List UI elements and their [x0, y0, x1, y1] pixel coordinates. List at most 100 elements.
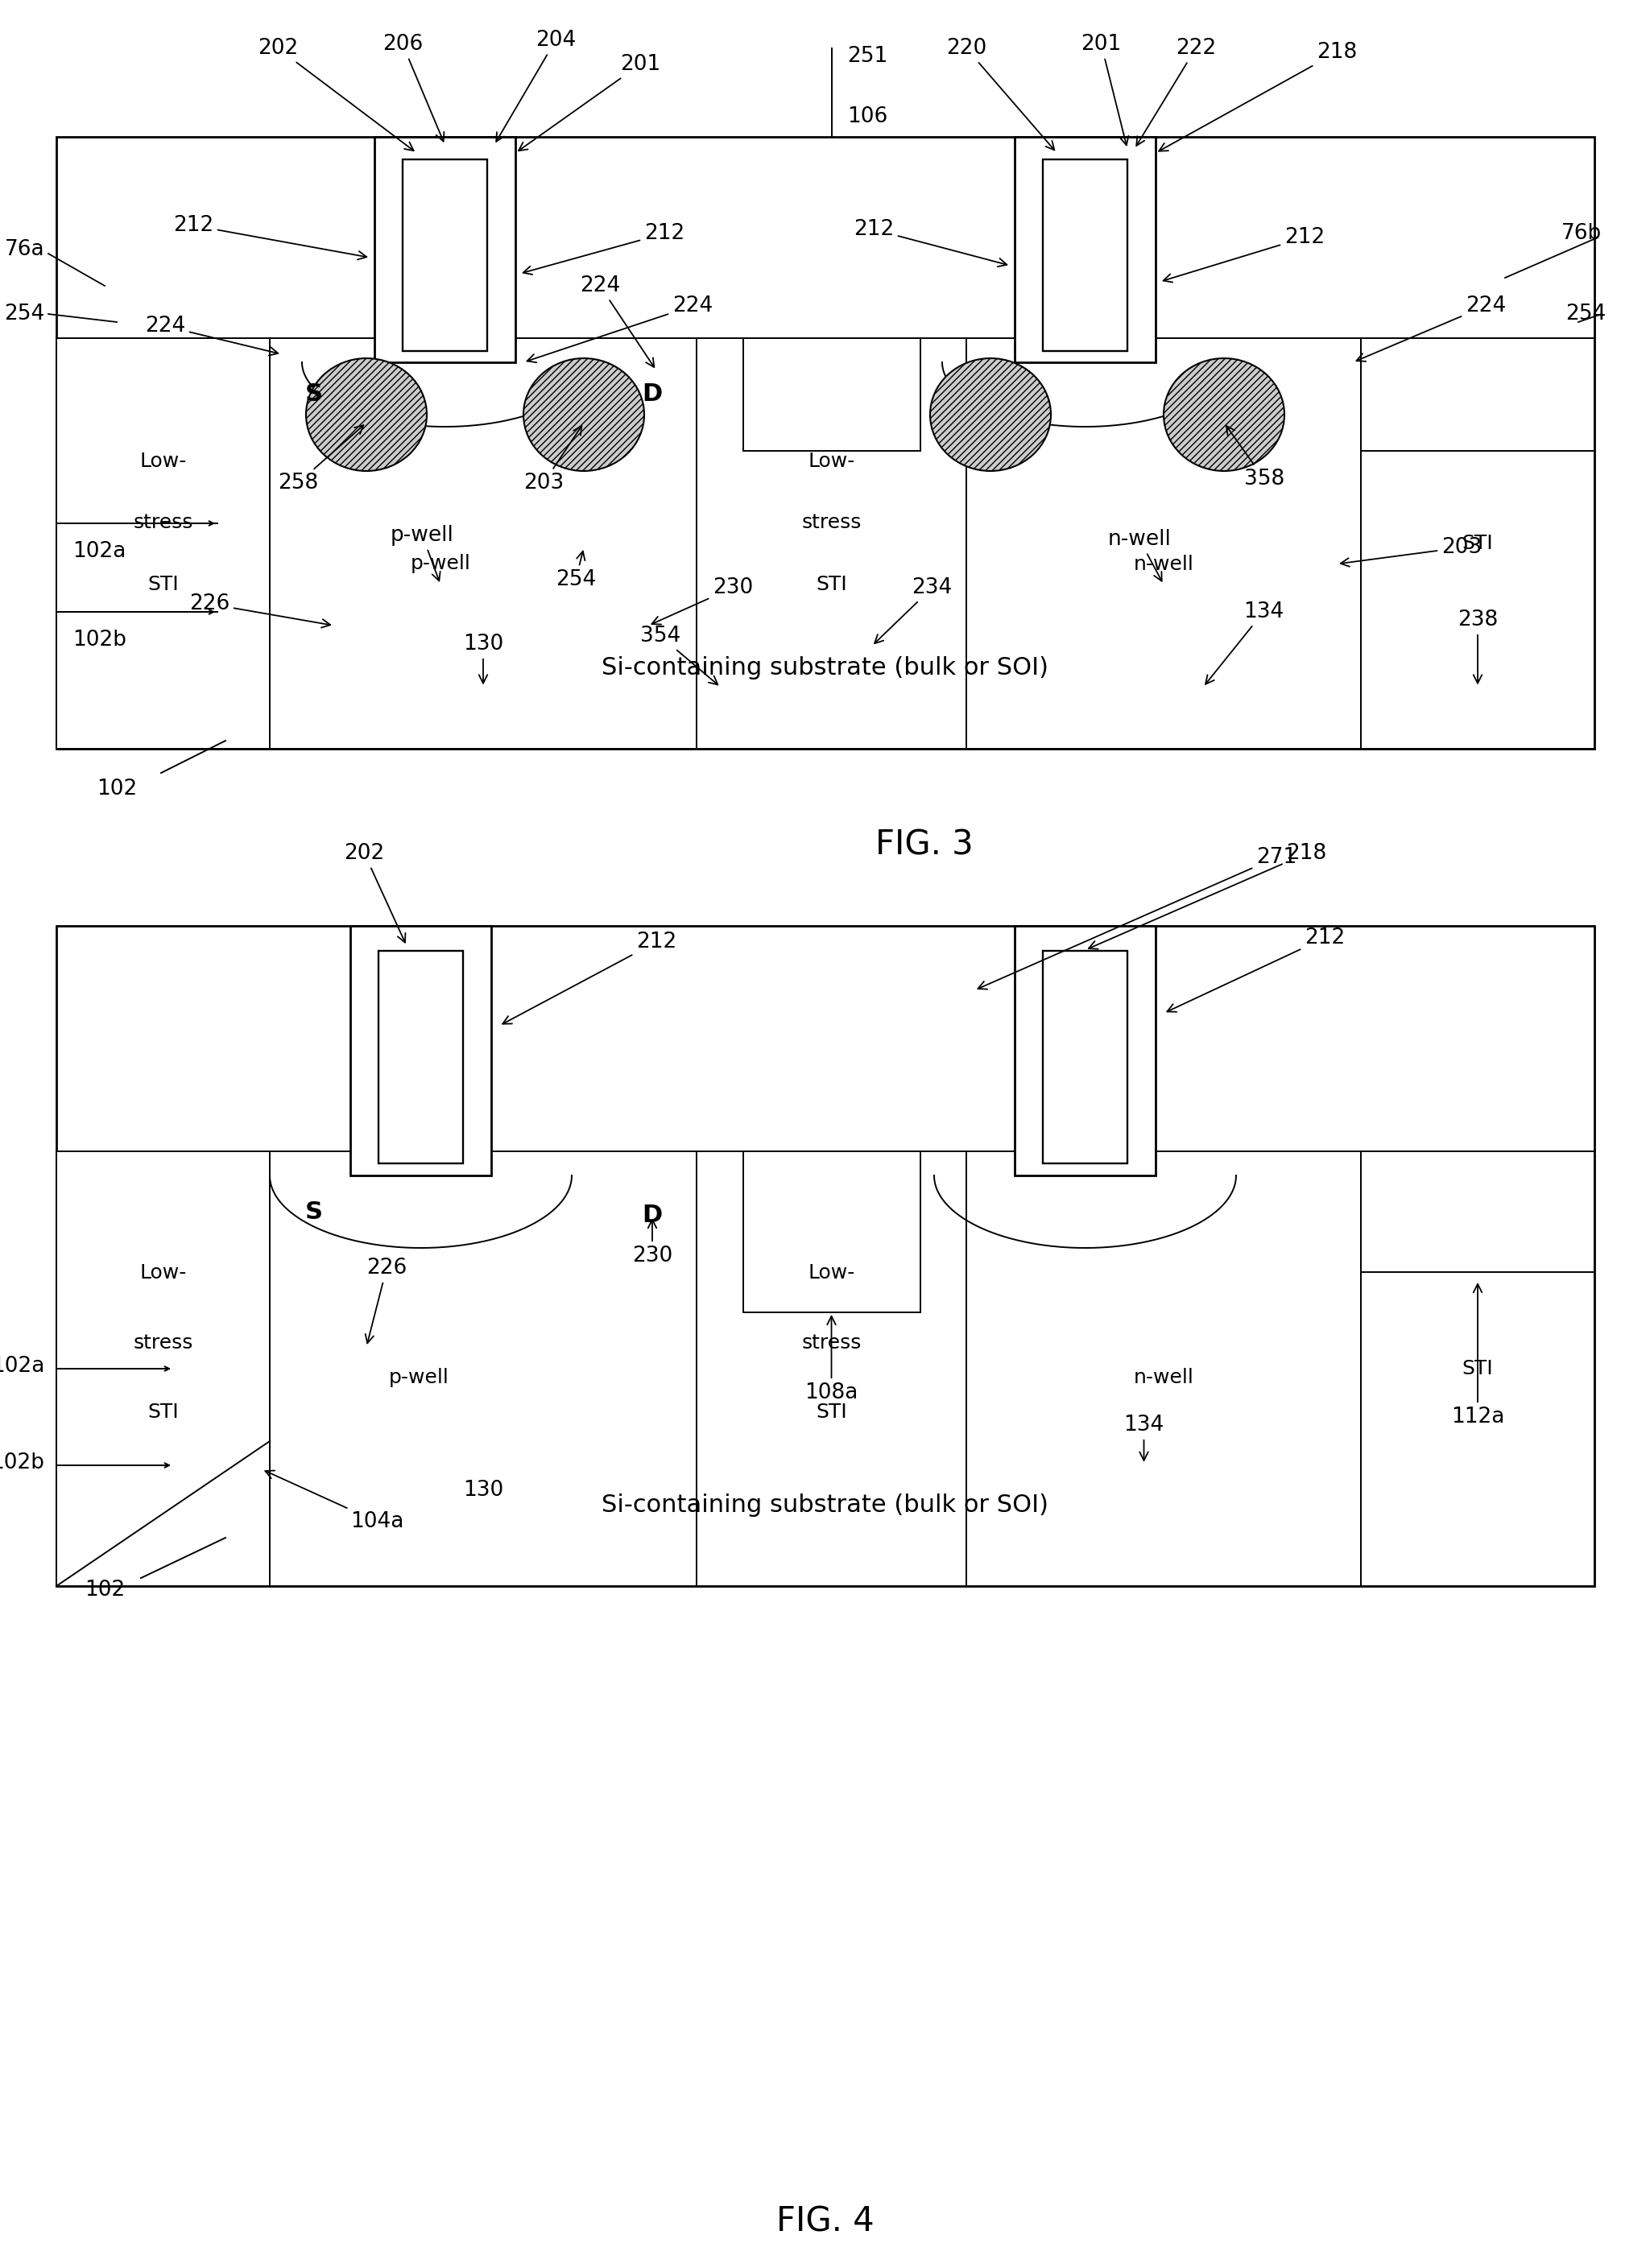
Text: 234: 234 [874, 578, 952, 644]
Text: stress: stress [802, 1334, 861, 1352]
Bar [269, 1152, 696, 1585]
Text: STI: STI [147, 1402, 178, 1422]
Text: 76b: 76b [1561, 222, 1602, 245]
Text: p-well: p-well [411, 553, 470, 574]
Ellipse shape [523, 358, 644, 472]
Bar [1361, 338, 1594, 748]
Text: n-well: n-well [1134, 553, 1193, 574]
Text: 102: 102 [97, 778, 137, 801]
Text: 201: 201 [1081, 34, 1129, 145]
Bar [1043, 159, 1127, 352]
Bar [967, 338, 1361, 748]
Text: 212: 212 [173, 215, 366, 259]
Text: 108a: 108a [805, 1315, 858, 1404]
Bar [269, 338, 696, 748]
Text: 76a: 76a [5, 238, 45, 261]
Text: 220: 220 [945, 39, 1054, 150]
Text: 203: 203 [1340, 538, 1482, 567]
Text: 112a: 112a [1450, 1284, 1505, 1427]
Text: 212: 212 [1163, 227, 1325, 281]
Text: D: D [642, 1204, 662, 1227]
Bar [742, 338, 921, 451]
Bar [1361, 1152, 1594, 1272]
Bar [56, 136, 1594, 748]
Text: 202: 202 [345, 844, 406, 943]
Text: 226: 226 [365, 1256, 408, 1343]
Text: 212: 212 [523, 222, 685, 274]
Text: FIG. 4: FIG. 4 [776, 2204, 874, 2239]
Text: 102: 102 [84, 1579, 125, 1601]
Text: Low-: Low- [808, 1263, 855, 1284]
Text: p-well: p-well [389, 1368, 449, 1388]
Text: 224: 224 [145, 315, 279, 356]
Bar [1015, 136, 1155, 363]
Text: Low-: Low- [140, 1263, 186, 1284]
Ellipse shape [1163, 358, 1284, 472]
Text: 206: 206 [383, 34, 444, 141]
Text: 224: 224 [579, 274, 653, 367]
Bar [696, 1152, 967, 1585]
Text: 258: 258 [277, 424, 363, 494]
Text: STI: STI [147, 574, 178, 594]
Bar [1015, 925, 1155, 1175]
Bar [742, 1152, 921, 1313]
Text: 230: 230 [632, 1220, 673, 1266]
Text: 130: 130 [464, 1481, 503, 1501]
Bar [56, 925, 1594, 1585]
Text: 224: 224 [1356, 295, 1506, 361]
Text: 224: 224 [526, 295, 713, 363]
Text: 134: 134 [1124, 1415, 1165, 1461]
Text: 238: 238 [1457, 610, 1498, 683]
Text: 104a: 104a [266, 1470, 404, 1533]
Text: Si-containing substrate (bulk or SOI): Si-containing substrate (bulk or SOI) [602, 1495, 1048, 1517]
Text: S: S [305, 1200, 323, 1222]
Text: 218: 218 [1158, 41, 1356, 152]
Text: Si-containing substrate (bulk or SOI): Si-containing substrate (bulk or SOI) [602, 655, 1048, 680]
Text: p-well: p-well [391, 524, 454, 581]
Bar [378, 950, 464, 1163]
Bar [375, 136, 515, 363]
Bar [1361, 1152, 1594, 1585]
Bar [56, 1152, 269, 1585]
Text: 251: 251 [848, 45, 888, 66]
Text: 226: 226 [190, 594, 330, 628]
Text: 254: 254 [556, 551, 596, 590]
Text: 102a: 102a [0, 1356, 45, 1377]
Text: 254: 254 [3, 304, 45, 324]
Text: stress: stress [134, 1334, 193, 1352]
Text: 102b: 102b [0, 1452, 45, 1474]
Bar [1361, 338, 1594, 451]
Bar [1043, 950, 1127, 1163]
Text: 358: 358 [1226, 426, 1284, 490]
Ellipse shape [305, 358, 427, 472]
Text: STI: STI [1462, 533, 1493, 553]
Text: 202: 202 [257, 39, 414, 150]
Text: 106: 106 [848, 107, 888, 127]
Text: 102b: 102b [73, 631, 127, 651]
Text: 130: 130 [464, 633, 503, 683]
Text: 230: 230 [652, 578, 752, 624]
Bar [967, 1152, 1361, 1585]
Text: Low-: Low- [808, 451, 855, 472]
Text: 218: 218 [1089, 844, 1327, 948]
Text: D: D [642, 383, 662, 406]
Text: stress: stress [134, 513, 193, 533]
Bar [56, 338, 269, 748]
Text: Low-: Low- [140, 451, 186, 472]
Text: STI: STI [1462, 1359, 1493, 1379]
Text: 134: 134 [1206, 601, 1284, 685]
Text: STI: STI [815, 1402, 846, 1422]
Text: 212: 212 [1167, 928, 1345, 1012]
Bar [350, 925, 492, 1175]
Bar [696, 338, 967, 748]
Text: 254: 254 [1566, 304, 1605, 324]
Text: 354: 354 [640, 626, 718, 685]
Text: 201: 201 [518, 54, 660, 150]
Text: S: S [305, 383, 323, 406]
Ellipse shape [931, 358, 1051, 472]
Text: 204: 204 [497, 29, 576, 141]
Text: FIG. 3: FIG. 3 [874, 828, 973, 862]
Bar [403, 159, 487, 352]
Text: STI: STI [815, 574, 846, 594]
Text: 212: 212 [503, 932, 676, 1023]
